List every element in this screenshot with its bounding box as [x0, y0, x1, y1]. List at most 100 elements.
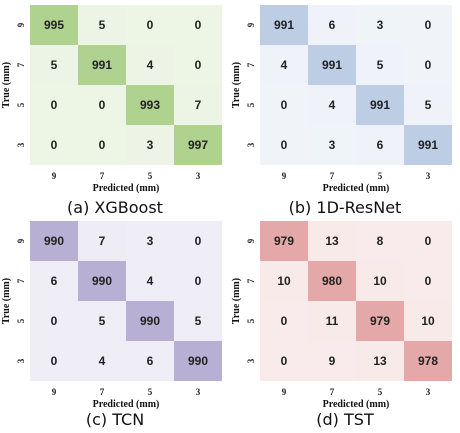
heatmap-cell: [174, 5, 222, 45]
heatmap-cell: [30, 125, 78, 165]
cell-value: 997: [188, 138, 208, 152]
heatmap-cell: [174, 341, 222, 381]
cell-value: 4: [281, 58, 288, 72]
cell-value: 3: [147, 234, 154, 248]
x-tick-label: 9: [282, 387, 287, 397]
cell-value: 11: [326, 314, 339, 328]
x-tick-label: 7: [330, 387, 335, 397]
heatmap-cell: [260, 301, 308, 341]
heatmap-cell: [308, 261, 356, 301]
x-tick-label: 5: [148, 387, 153, 397]
x-axis-label: Predicted (mm): [93, 183, 160, 194]
confusion-matrix-1d-resnet: 991 6 3 0 4 991 5 0 0 4 991 5 0 3 6 991 9 7 5 3 9 7 5 3 Predicte…: [230, 0, 460, 217]
heatmap-cell: [174, 221, 222, 261]
heatmap-cell: [174, 125, 222, 165]
cell-value: 7: [99, 234, 106, 248]
cell-value: 4: [329, 98, 336, 112]
heatmap-cell: [78, 5, 126, 45]
heatmap-cell: [404, 45, 452, 85]
heatmap-cell: [174, 301, 222, 341]
x-axis-label: Predicted (mm): [323, 399, 390, 410]
cell-value: 990: [140, 314, 160, 328]
cell-value: 0: [99, 98, 106, 112]
y-tick-label: 7: [246, 62, 256, 67]
heatmap-cell: [126, 341, 174, 381]
cell-value: 4: [147, 274, 154, 288]
heatmap-cell: [356, 261, 404, 301]
y-tick-label: 3: [16, 142, 26, 147]
heatmap-cell: [78, 261, 126, 301]
heatmap-cell: [356, 341, 404, 381]
cell-value: 5: [51, 58, 58, 72]
panel-caption: (b) 1D-ResNet: [288, 198, 402, 217]
heatmap-cell: [404, 85, 452, 125]
y-tick-label: 5: [246, 102, 256, 107]
cell-value: 6: [377, 138, 384, 152]
x-tick-label: 7: [100, 171, 105, 181]
heatmap-cell: [78, 45, 126, 85]
heatmap-cell: [78, 125, 126, 165]
heatmap-cell: [404, 301, 452, 341]
cell-value: 0: [281, 354, 288, 368]
x-tick-label: 3: [426, 387, 431, 397]
x-tick-label: 5: [378, 171, 383, 181]
x-axis-label: Predicted (mm): [93, 399, 160, 410]
cell-value: 0: [51, 98, 58, 112]
panel-caption: (c) TCN: [85, 410, 145, 429]
y-tick-label: 7: [16, 278, 26, 283]
cell-value: 0: [281, 138, 288, 152]
heatmap-cell: [404, 5, 452, 45]
heatmap-cell: [260, 125, 308, 165]
cell-value: 4: [99, 354, 106, 368]
y-axis-label: True (mm): [231, 62, 242, 108]
heatmap-cell: [308, 301, 356, 341]
cell-value: 0: [51, 138, 58, 152]
heatmap-cell: [30, 341, 78, 381]
heatmap-cell: [174, 85, 222, 125]
heatmap-svg: 995 5 0 0 5 991 4 0 0 0 993 7 0 0 3 997 9 7 5 3 9 7 5 3 Predicte…: [1, 5, 222, 194]
heatmap-cell: [260, 85, 308, 125]
heatmap-cell: [30, 45, 78, 85]
heatmap-cell: [30, 85, 78, 125]
heatmap-cell: [126, 5, 174, 45]
heatmap-cell: [356, 221, 404, 261]
y-axis-label: True (mm): [231, 278, 242, 324]
cell-value: 0: [195, 18, 202, 32]
cell-value: 0: [195, 274, 202, 288]
cell-value: 0: [51, 354, 58, 368]
cell-value: 13: [325, 234, 339, 248]
heatmap-cell: [308, 5, 356, 45]
cell-value: 991: [370, 98, 390, 112]
y-tick-label: 9: [16, 238, 26, 243]
confusion-matrix-tcn: 990 7 3 0 6 990 4 0 0 5 990 5 0 4 6 990 9 7 5 3 9 7 5 3 Predicte…: [0, 216, 230, 432]
y-tick-label: 7: [246, 278, 256, 283]
x-tick-label: 3: [196, 171, 201, 181]
heatmap-cell: [126, 45, 174, 85]
cell-value: 980: [322, 274, 342, 288]
heatmap-cell: [404, 125, 452, 165]
cell-value: 8: [377, 234, 384, 248]
heatmap-cell: [174, 261, 222, 301]
cell-value: 0: [281, 98, 288, 112]
y-tick-label: 3: [246, 358, 256, 363]
heatmap-cell: [174, 45, 222, 85]
heatmap-cell: [30, 221, 78, 261]
heatmap-cell: [308, 221, 356, 261]
heatmap-cell: [260, 261, 308, 301]
heatmap-cell: [126, 301, 174, 341]
heatmap-cell: [30, 301, 78, 341]
y-axis-label: True (mm): [1, 62, 12, 108]
confusion-matrix-xgboost: 995 5 0 0 5 991 4 0 0 0 993 7 0 0 3 997 9 7 5 3 9 7 5 3 Predicte…: [0, 0, 230, 217]
cell-value: 979: [370, 314, 390, 328]
cell-value: 991: [274, 18, 294, 32]
heatmap-cell: [126, 125, 174, 165]
cell-value: 3: [147, 138, 154, 152]
y-tick-label: 9: [246, 22, 256, 27]
panel-caption: (a) XGBoost: [67, 198, 163, 217]
cell-value: 993: [140, 98, 160, 112]
heatmap-svg: 991 6 3 0 4 991 5 0 0 4 991 5 0 3 6 991 9 7 5 3 9 7 5 3 Predicte…: [231, 5, 452, 194]
cell-value: 0: [51, 314, 58, 328]
cell-value: 4: [147, 58, 154, 72]
x-tick-label: 5: [148, 171, 153, 181]
cell-value: 0: [195, 234, 202, 248]
